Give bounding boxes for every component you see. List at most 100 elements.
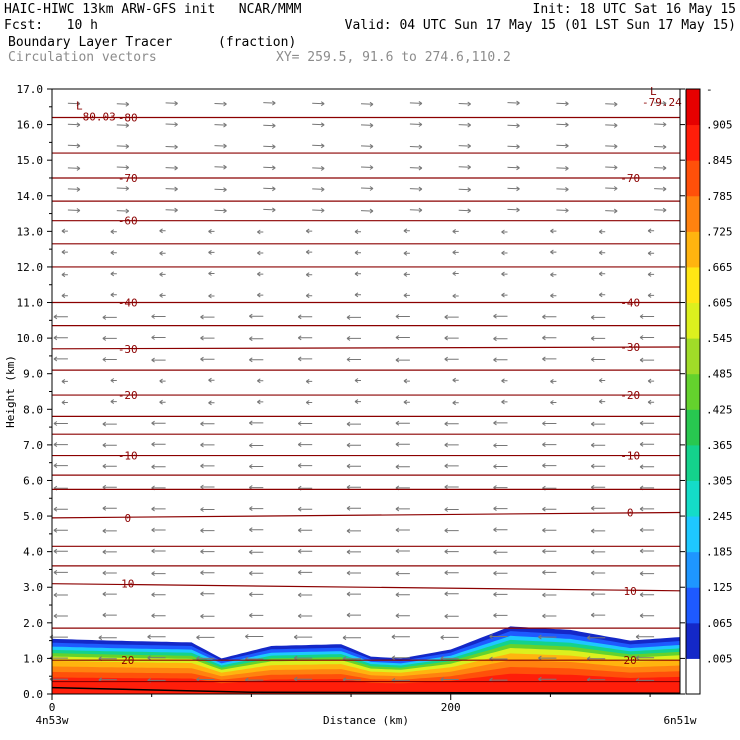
circulation-vector xyxy=(214,101,227,107)
tracer-band-9 xyxy=(52,673,680,694)
circulation-vector xyxy=(305,272,313,278)
circulation-vector xyxy=(67,143,81,149)
circulation-vector xyxy=(110,378,117,383)
circulation-vector xyxy=(590,335,606,341)
circulation-vector xyxy=(159,271,166,277)
circulation-vector xyxy=(556,122,569,128)
y-tick-label: 15.0 xyxy=(17,154,44,167)
circulation-vector xyxy=(159,399,166,405)
circulation-vector xyxy=(501,399,508,405)
colorbar-label: .065 xyxy=(706,617,733,630)
circulation-vector xyxy=(444,421,459,427)
circulation-vector xyxy=(208,293,215,299)
circulation-vector xyxy=(354,271,361,277)
circulation-vector xyxy=(403,250,410,256)
y-tick-label: 9.0 xyxy=(23,368,43,381)
circulation-vector xyxy=(116,143,130,149)
circulation-vector xyxy=(493,443,508,448)
circulation-vector xyxy=(444,463,459,469)
circulation-vector xyxy=(354,229,361,235)
contour-label: 20 xyxy=(624,654,637,667)
circulation-vector xyxy=(165,186,178,192)
circulation-vector xyxy=(403,271,410,277)
circulation-vector xyxy=(200,484,215,490)
circulation-vector xyxy=(53,356,68,362)
circulation-vector xyxy=(542,569,557,575)
circulation-vector xyxy=(151,420,166,426)
circulation-vector xyxy=(605,208,618,214)
circulation-vector xyxy=(501,378,508,384)
y-tick-label: 13.0 xyxy=(17,225,44,238)
circulation-vector xyxy=(263,144,276,150)
circulation-vector xyxy=(346,612,361,618)
circulation-vector xyxy=(257,399,264,405)
extremum-mark: L xyxy=(76,99,83,112)
circulation-vector xyxy=(297,421,313,426)
circulation-vector xyxy=(444,335,459,341)
colorbar-swatch xyxy=(686,409,700,446)
circulation-vector xyxy=(354,250,361,256)
field-units: (fraction) xyxy=(218,35,297,50)
circulation-vector xyxy=(542,463,557,469)
circulation-vector xyxy=(647,292,655,298)
circulation-vector xyxy=(395,420,410,426)
circulation-vector xyxy=(605,143,618,149)
circulation-vector xyxy=(200,613,215,619)
circulation-vector xyxy=(452,400,459,406)
circulation-vector xyxy=(507,123,520,129)
circulation-vector xyxy=(493,549,508,555)
circulation-vector xyxy=(542,613,557,619)
circulation-vector xyxy=(489,634,508,639)
circulation-vector xyxy=(605,186,618,191)
circulation-vector xyxy=(409,207,423,213)
circulation-vector xyxy=(214,122,227,128)
circulation-vector xyxy=(647,228,655,234)
circulation-vector xyxy=(102,314,117,320)
circulation-vector xyxy=(556,186,569,192)
circulation-vector xyxy=(590,357,606,362)
circulation-vector xyxy=(110,292,117,298)
circulation-vector xyxy=(102,612,117,618)
extremum-mark: L xyxy=(650,85,657,98)
circulation-vector xyxy=(542,442,557,448)
circulation-vector xyxy=(444,507,459,512)
y-tick-label: 10.0 xyxy=(17,332,44,345)
circulation-vector xyxy=(208,228,215,234)
circulation-vector xyxy=(654,207,667,213)
contour-label: 20 xyxy=(121,654,134,667)
circulation-vector xyxy=(452,249,459,255)
contour-label: -20 xyxy=(118,389,138,402)
circulation-vector xyxy=(493,313,508,319)
circulation-vector xyxy=(165,165,178,171)
circulation-vector xyxy=(53,442,68,448)
circulation-vector xyxy=(542,527,557,533)
circulation-vector xyxy=(440,634,459,640)
circulation-vector xyxy=(245,634,264,639)
circulation-vector xyxy=(452,377,459,383)
circulation-vector xyxy=(110,399,117,405)
circulation-vector xyxy=(257,378,264,384)
temperature-contour-line xyxy=(51,583,681,592)
circulation-vector xyxy=(444,549,459,555)
circulation-vector xyxy=(346,463,361,469)
circulation-vector xyxy=(257,250,264,256)
circulation-vector xyxy=(200,591,215,597)
circulation-vector xyxy=(493,464,508,469)
circulation-vector xyxy=(507,165,520,171)
circulation-vector xyxy=(249,612,264,618)
circulation-vector xyxy=(556,208,569,213)
circulation-vector xyxy=(493,336,508,342)
circulation-vector xyxy=(444,356,459,362)
circulation-vector xyxy=(395,613,410,619)
xy-label: XY= 259.5, 91.6 to 274.6,110.2 xyxy=(276,50,511,65)
circulation-vector xyxy=(501,229,508,235)
circulation-vector xyxy=(654,122,667,127)
circulation-vector xyxy=(67,208,81,213)
circulation-vector xyxy=(102,442,117,448)
x-axis-label: Distance (km) xyxy=(323,714,409,727)
circulation-vector xyxy=(151,613,166,619)
circulation-vector xyxy=(346,335,361,341)
y-tick-label: 7.0 xyxy=(23,439,43,452)
circulation-vector xyxy=(305,378,313,384)
colorbar-label: .665 xyxy=(706,261,733,274)
